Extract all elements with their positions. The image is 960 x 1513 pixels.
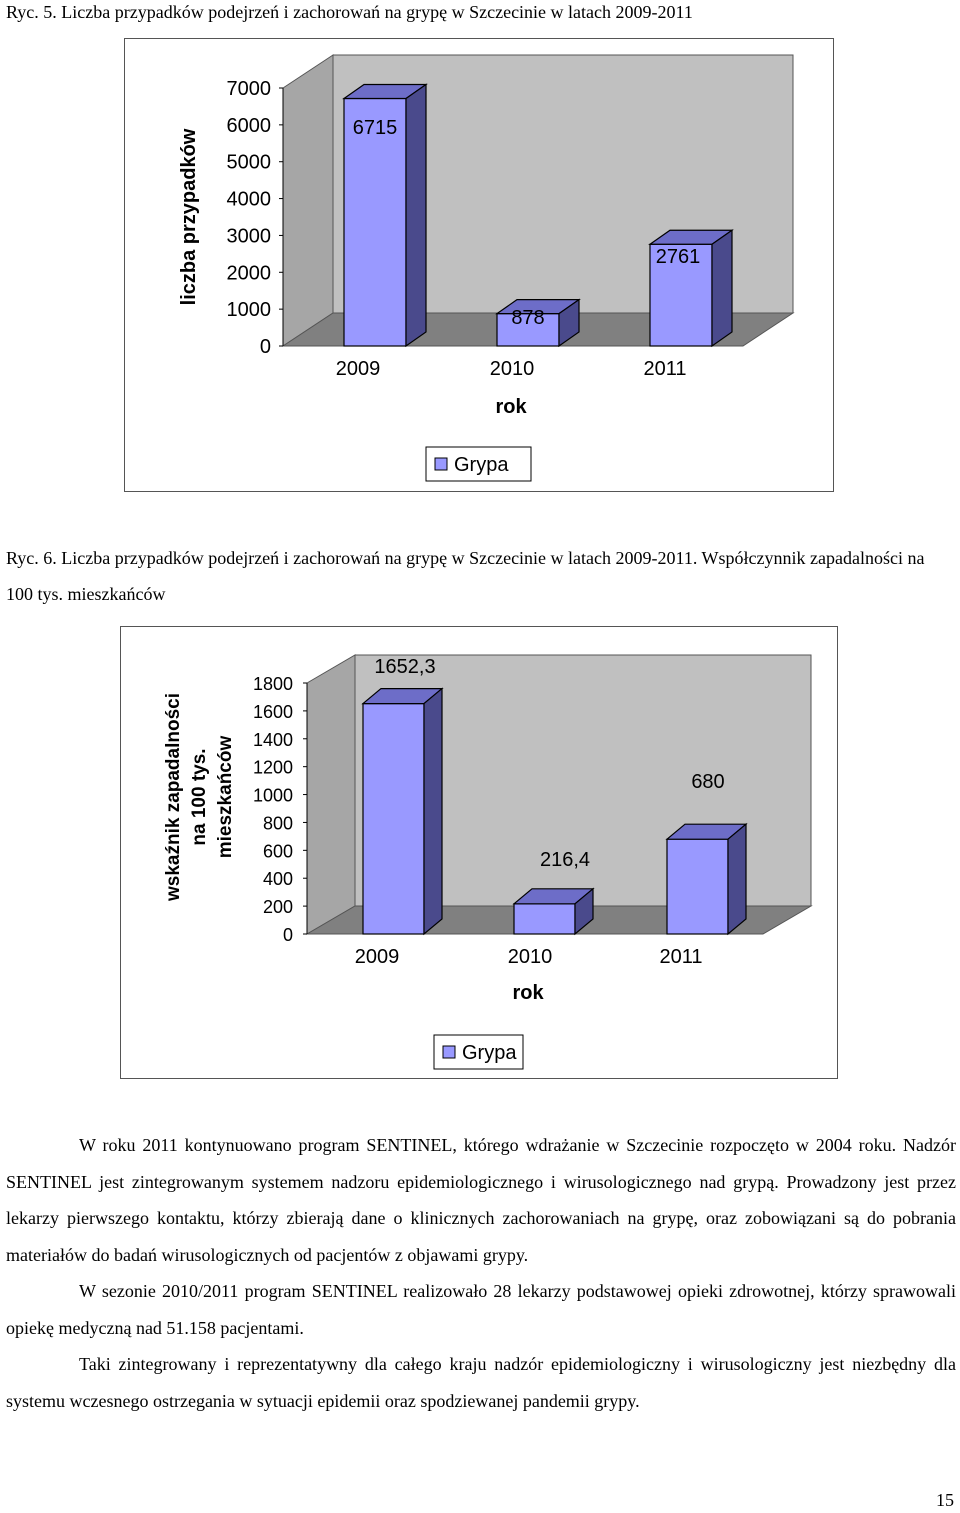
y-tick-1800: 1800 <box>253 674 293 694</box>
x-tick-2010: 2010 <box>508 946 553 968</box>
bar-side-2009 <box>423 687 443 936</box>
figure-6-caption: Ryc. 6. Liczba przypadków podejrzeń i za… <box>6 548 925 604</box>
x-tick-2010: 2010 <box>490 358 535 380</box>
x-axis-label: rok <box>495 396 527 418</box>
y-tick-1200: 1200 <box>253 758 293 778</box>
y-tick-0: 0 <box>260 336 271 358</box>
y-tick-3000: 3000 <box>227 225 272 247</box>
data-label-2011: 680 <box>691 771 724 793</box>
data-label-2009: 1652,3 <box>374 656 435 678</box>
page-number: 15 <box>936 1490 954 1510</box>
chart-2: 0 200 400 600 800 1000 1200 1400 1600 1800 1652,3 2… <box>163 654 813 1070</box>
y-axis-label-line: na 100 tys. <box>189 748 210 845</box>
bar-2011 <box>666 838 729 935</box>
bar-side-2010 <box>558 298 580 348</box>
chart-1-frame: 0 1000 2000 3000 4000 5000 6000 7000 6715 878 2761… <box>124 38 834 492</box>
y-tick-1000: 1000 <box>227 299 272 321</box>
bar-2009 <box>343 97 407 347</box>
bar-2010 <box>513 903 576 935</box>
y-tick-7000: 7000 <box>227 78 272 100</box>
y-tick-400: 400 <box>263 869 293 889</box>
paragraph-summary: Taki zintegrowany i reprezentatywny dla … <box>6 1354 956 1411</box>
y-tick-1000: 1000 <box>253 786 293 806</box>
bar-side-2011 <box>727 822 747 936</box>
y-tick-2000: 2000 <box>227 262 272 284</box>
x-axis-label: rok <box>512 982 544 1004</box>
chart-2-frame: 0 200 400 600 800 1000 1200 1400 1600 1800 1652,3 2… <box>120 626 838 1079</box>
chart-1: 0 1000 2000 3000 4000 5000 6000 7000 6715 878 2761… <box>178 54 795 482</box>
paragraph-sentinel: W roku 2011 kontynuowano program SENTINE… <box>6 1135 956 1265</box>
y-tick-0: 0 <box>283 925 293 945</box>
side-wall <box>282 54 334 347</box>
y-axis-label-line: wskaźnik zapadalności <box>163 693 184 902</box>
y-tick-5000: 5000 <box>227 152 272 174</box>
y-axis-label: liczba przypadków <box>178 128 200 305</box>
bar-side-2011 <box>711 229 733 348</box>
y-tick-800: 800 <box>263 813 293 833</box>
y-axis-label-line: mieszkańców <box>215 736 236 859</box>
body-text: W roku 2011 kontynuowano program SENTINE… <box>6 1127 956 1419</box>
data-label-2010: 878 <box>511 307 544 329</box>
y-tick-1600: 1600 <box>253 702 293 722</box>
x-tick-2011: 2011 <box>659 946 702 968</box>
y-tick-200: 200 <box>263 897 293 917</box>
y-tick-4000: 4000 <box>227 189 272 211</box>
legend-label-grypa: Grypa <box>454 454 509 476</box>
figure-5-caption: Ryc. 5. Liczba przypadków podejrzeń i za… <box>6 2 693 22</box>
data-label-2009: 6715 <box>353 117 398 139</box>
bar-side-2009 <box>405 83 427 348</box>
x-tick-2009: 2009 <box>336 358 381 380</box>
legend-swatch <box>434 457 448 471</box>
bar-2009 <box>362 702 425 935</box>
x-tick-2011: 2011 <box>643 358 686 380</box>
y-tick-1400: 1400 <box>253 730 293 750</box>
legend-label-grypa: Grypa <box>462 1042 517 1064</box>
paragraph-season: W sezonie 2010/2011 program SENTINEL rea… <box>6 1281 956 1338</box>
bar-side-2010 <box>574 887 594 936</box>
x-tick-2009: 2009 <box>355 946 400 968</box>
y-tick-6000: 6000 <box>227 115 272 137</box>
data-label-2011: 2761 <box>656 246 701 268</box>
data-label-2010: 216,4 <box>540 849 590 871</box>
legend-swatch <box>442 1045 456 1059</box>
y-tick-600: 600 <box>263 841 293 861</box>
bar-2011 <box>649 243 713 347</box>
side-wall <box>306 654 356 935</box>
